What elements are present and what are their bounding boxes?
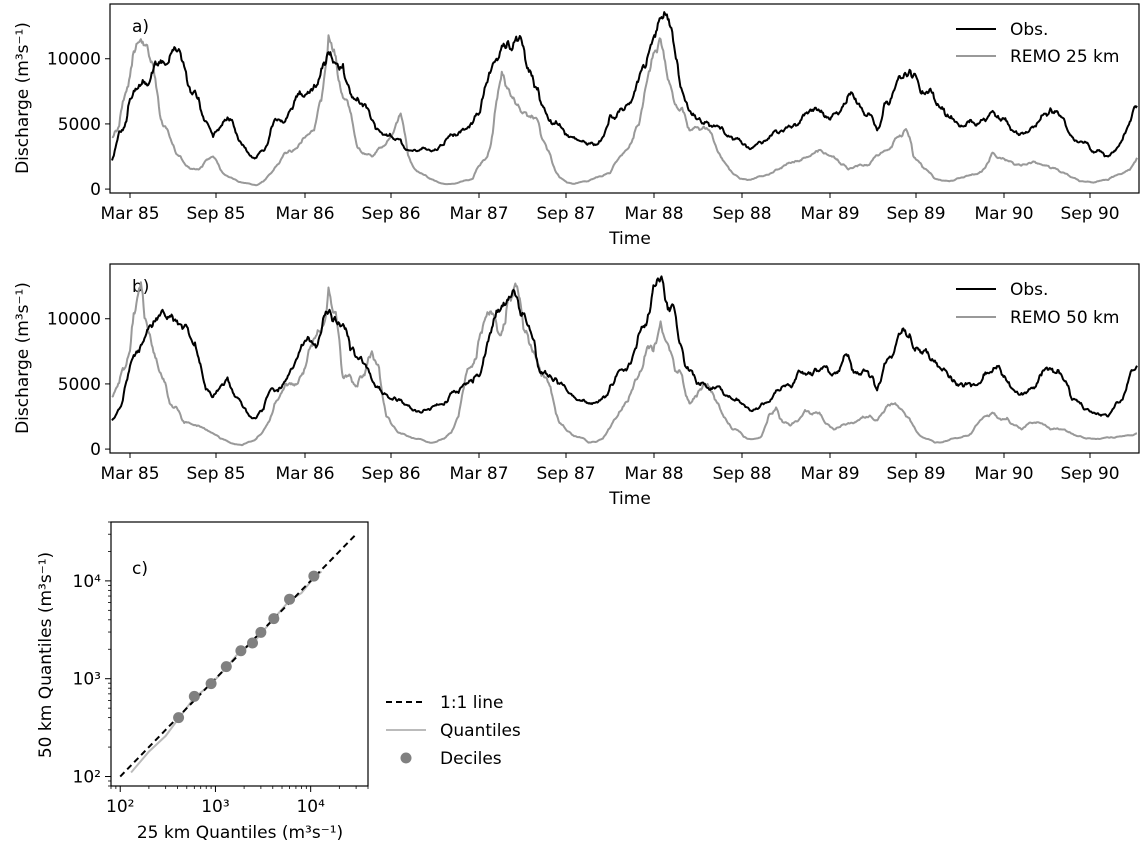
panel-a-label: a) [132, 17, 149, 37]
panel-c-xlabel: 25 km Quantiles (m³s⁻¹) [137, 823, 343, 843]
panel-a-ticks: Mar 85 Sep 85 Mar 86 Sep 86 Mar 87 Sep 87 Mar … [47, 50, 1120, 224]
legend-c-deciles-label: Deciles [440, 749, 502, 769]
x-tick-label: Mar 89 [800, 204, 859, 224]
panel-a-frame [109, 3, 1140, 194]
y-tick-label: 5000 [58, 115, 101, 135]
y-tick-label: 10000 [47, 310, 101, 330]
series-line-obs [111, 275, 1138, 421]
legend-c-quantiles-label: Quantiles [440, 721, 521, 741]
decile-point [255, 626, 267, 638]
x-tick-label: Mar 90 [974, 464, 1033, 484]
y-tick-label: 0 [90, 440, 101, 460]
decile-point [268, 613, 280, 625]
x-tick-label: Sep 88 [712, 204, 771, 224]
panel-a-ylabel: Discharge (m³s⁻¹) [13, 22, 33, 174]
panel-b-ticks: Mar 85 Sep 85 Mar 86 Sep 86 Mar 87 Sep 87 Mar … [47, 310, 1120, 484]
x-tick-label: Sep 87 [536, 464, 595, 484]
legend-a-obs-label: Obs. [1010, 20, 1048, 40]
panel-c-ylabel: 50 km Quantiles (m³s⁻¹) [36, 552, 56, 758]
x-tick-label: Mar 86 [275, 464, 334, 484]
series-line-remo [111, 34, 1138, 187]
x-tick-label: Sep 88 [712, 464, 771, 484]
x-tick-label: Mar 87 [449, 204, 508, 224]
x-tick-label: Mar 88 [624, 204, 683, 224]
x-tick-label: Mar 85 [100, 464, 159, 484]
series-line-obs [111, 11, 1138, 161]
decile-point [220, 661, 232, 673]
legend-b-remo-label: REMO 50 km [1010, 308, 1119, 328]
series-line-remo [111, 281, 1138, 447]
x-tick-label: Mar 90 [974, 204, 1033, 224]
panel-a-xlabel: Time [608, 229, 651, 249]
panel-a-lines [111, 11, 1138, 187]
decile-point [235, 645, 247, 657]
y-tick-label: 10⁴ [73, 572, 102, 592]
panel-b-xlabel: Time [608, 489, 651, 509]
x-tick-label: Mar 87 [449, 464, 508, 484]
x-tick-label: 10⁴ [296, 797, 325, 817]
decile-point [308, 570, 320, 582]
y-tick-label: 10³ [73, 670, 101, 690]
x-tick-label: Mar 85 [100, 204, 159, 224]
panel-b: b) Mar 85 Sep 85 Mar 86 Sep 86 Mar 87 Sep 87 M… [13, 263, 1140, 509]
x-tick-label: Sep 89 [886, 204, 945, 224]
x-tick-label: Sep 86 [361, 464, 420, 484]
legend-b-obs-label: Obs. [1010, 280, 1048, 300]
legend-c-deciles-swatch [400, 752, 412, 764]
panel-c-legend: 1:1 line Quantiles Deciles [386, 693, 521, 769]
x-tick-label: Sep 90 [1060, 204, 1119, 224]
panel-c-label: c) [132, 559, 148, 579]
decile-point [173, 712, 185, 724]
decile-point [188, 690, 200, 702]
x-tick-label: Sep 85 [186, 464, 245, 484]
x-tick-label: 10² [106, 797, 134, 817]
x-tick-label: Mar 86 [275, 204, 334, 224]
x-tick-label: Sep 90 [1060, 464, 1119, 484]
y-tick-label: 10000 [47, 50, 101, 70]
x-tick-label: Mar 88 [624, 464, 683, 484]
x-tick-label: 10³ [201, 797, 229, 817]
y-tick-label: 5000 [58, 375, 101, 395]
x-tick-label: Sep 89 [886, 464, 945, 484]
x-tick-label: Sep 87 [536, 204, 595, 224]
decile-point [247, 637, 259, 649]
x-tick-label: Sep 85 [186, 204, 245, 224]
decile-point [205, 678, 217, 690]
x-tick-label: Mar 89 [800, 464, 859, 484]
panel-b-ylabel: Discharge (m³s⁻¹) [13, 282, 33, 434]
legend-a-remo-label: REMO 25 km [1010, 47, 1119, 67]
panel-b-lines [111, 275, 1138, 447]
x-tick-label: Sep 86 [361, 204, 420, 224]
panel-a-legend: Obs. REMO 25 km [956, 20, 1119, 67]
panel-c-marks [119, 533, 357, 778]
y-tick-label: 10² [73, 768, 101, 788]
panel-a: a) Mar 85 Sep 85 Mar 86 Sep 86 Mar 87 Sep 87 M… [13, 3, 1140, 249]
y-tick-label: 0 [90, 180, 101, 200]
panel-b-frame [109, 263, 1140, 454]
panel-b-legend: Obs. REMO 50 km [956, 280, 1119, 328]
decile-point [284, 593, 296, 605]
panel-c-frame [110, 521, 369, 787]
legend-c-line-label: 1:1 line [440, 693, 503, 713]
